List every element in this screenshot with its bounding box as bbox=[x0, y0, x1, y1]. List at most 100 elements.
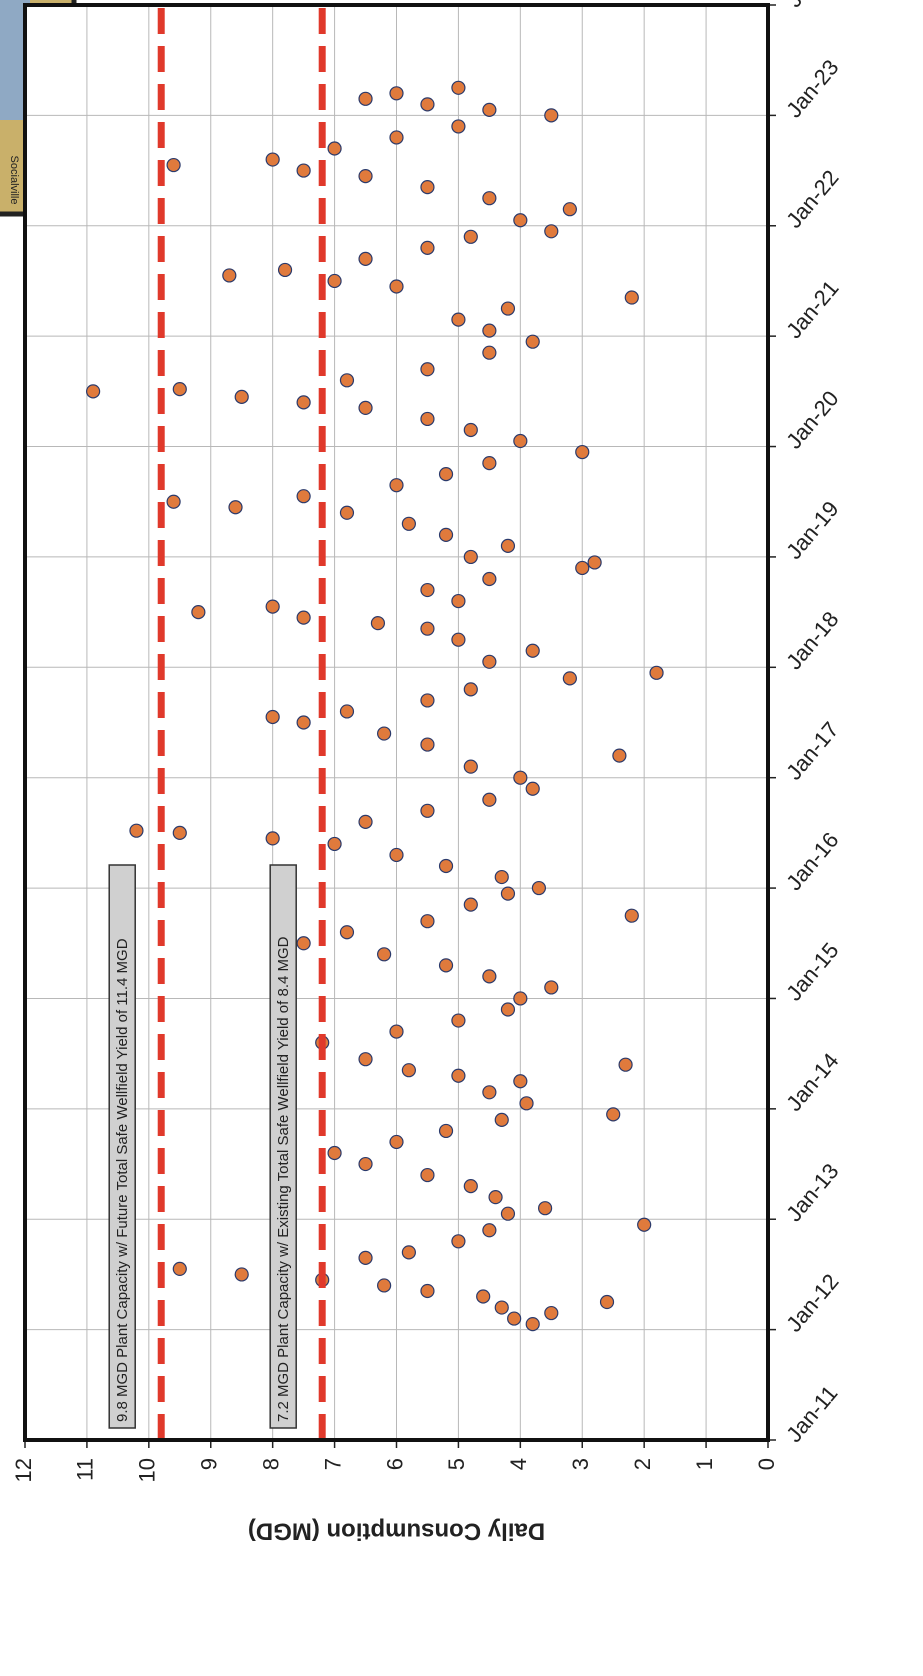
point bbox=[500, 538, 516, 553]
point bbox=[420, 914, 435, 929]
point bbox=[420, 803, 435, 818]
point bbox=[637, 1217, 652, 1232]
y-tick-label: 2 bbox=[630, 1458, 655, 1470]
x-tick-label: Jan-24 bbox=[781, 0, 843, 12]
point bbox=[389, 279, 404, 294]
point bbox=[420, 1283, 435, 1299]
x-tick-label: Jan-20 bbox=[781, 386, 843, 454]
point bbox=[86, 384, 101, 399]
point bbox=[389, 1024, 404, 1039]
x-tick-label: Jan-11 bbox=[781, 1381, 842, 1447]
point bbox=[500, 1206, 516, 1221]
point bbox=[507, 1311, 522, 1326]
point bbox=[358, 400, 373, 416]
point bbox=[339, 373, 355, 388]
point bbox=[587, 555, 602, 570]
point bbox=[513, 770, 528, 785]
annotation-box bbox=[269, 864, 297, 1429]
point bbox=[463, 549, 478, 565]
point bbox=[265, 152, 280, 167]
point bbox=[599, 1294, 615, 1310]
y-tick-label: 8 bbox=[258, 1458, 283, 1470]
point bbox=[482, 102, 497, 117]
point bbox=[420, 737, 435, 752]
y-axis-title: Daily Consumption (MGD) bbox=[248, 1518, 545, 1545]
point bbox=[513, 433, 528, 449]
point bbox=[482, 969, 497, 984]
point bbox=[544, 1305, 559, 1321]
point bbox=[234, 389, 249, 404]
point bbox=[339, 925, 355, 940]
point bbox=[438, 1123, 454, 1139]
point bbox=[296, 610, 311, 625]
point bbox=[166, 494, 181, 509]
x-tick-label: Jan-18 bbox=[781, 607, 843, 675]
point bbox=[420, 362, 435, 377]
point bbox=[370, 616, 386, 631]
point bbox=[488, 1190, 503, 1205]
x-tick-label: Jan-13 bbox=[781, 1159, 843, 1227]
point bbox=[265, 831, 280, 846]
rotated-chart: 0123456789101112Jan-11Jan-12Jan-13Jan-14… bbox=[11, 0, 844, 1545]
point bbox=[265, 709, 280, 725]
point bbox=[537, 1201, 553, 1216]
point bbox=[624, 908, 639, 923]
point bbox=[500, 886, 516, 901]
point bbox=[327, 141, 342, 156]
y-tick-label: 12 bbox=[11, 1458, 36, 1482]
point bbox=[420, 97, 435, 112]
point bbox=[172, 825, 187, 840]
x-tick-label: Jan-17 bbox=[781, 717, 843, 785]
point bbox=[463, 422, 478, 438]
point bbox=[618, 1057, 633, 1072]
point bbox=[389, 130, 404, 145]
y-tick-label: 9 bbox=[197, 1458, 222, 1470]
point bbox=[228, 500, 243, 515]
point bbox=[525, 1316, 540, 1332]
point bbox=[358, 814, 373, 829]
point bbox=[612, 748, 627, 763]
point bbox=[377, 947, 392, 962]
point bbox=[166, 157, 181, 173]
point bbox=[451, 1013, 466, 1028]
x-tick-label: Jan-14 bbox=[781, 1048, 843, 1116]
point bbox=[525, 334, 540, 349]
point bbox=[389, 847, 404, 863]
point bbox=[296, 936, 311, 951]
point bbox=[562, 671, 577, 686]
x-tick-label: Jan-15 bbox=[781, 938, 843, 1006]
y-tick-label: 0 bbox=[754, 1458, 779, 1470]
point bbox=[358, 251, 373, 266]
point bbox=[296, 163, 311, 178]
point bbox=[494, 1112, 509, 1127]
point bbox=[265, 599, 280, 614]
point bbox=[401, 516, 416, 531]
point bbox=[482, 1223, 497, 1238]
point bbox=[463, 759, 478, 774]
x-tick-label: Jan-21 bbox=[781, 275, 843, 343]
point bbox=[327, 273, 342, 289]
point bbox=[438, 467, 454, 482]
plot-frame bbox=[23, 3, 770, 1442]
point bbox=[513, 213, 528, 228]
point bbox=[438, 958, 454, 973]
x-tick-label: Jan-19 bbox=[781, 496, 843, 564]
point bbox=[482, 654, 497, 669]
annotation: 9.8 MGD Plant Capacity w/ Future Total S… bbox=[114, 938, 131, 1422]
point bbox=[476, 1289, 491, 1304]
point bbox=[482, 191, 497, 206]
point bbox=[624, 290, 639, 305]
point bbox=[451, 119, 466, 134]
y-tick-label: 6 bbox=[382, 1458, 407, 1470]
point bbox=[519, 1096, 534, 1111]
point bbox=[358, 91, 373, 106]
x-tick-label: Jan-22 bbox=[781, 165, 843, 233]
point bbox=[500, 301, 516, 316]
annotation: 7.2 MGD Plant Capacity w/ Existing Total… bbox=[275, 936, 292, 1422]
point bbox=[482, 1085, 497, 1100]
annotation-box bbox=[108, 864, 136, 1429]
point bbox=[463, 1179, 478, 1194]
point bbox=[420, 180, 435, 195]
